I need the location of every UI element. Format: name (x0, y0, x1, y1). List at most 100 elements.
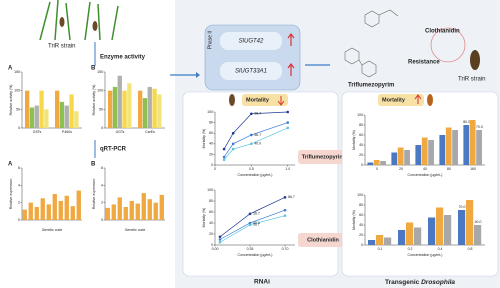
bar (46, 204, 51, 220)
x-tick-label: UGTs (116, 130, 125, 134)
x-tick-label: 80 (447, 167, 451, 171)
insect (229, 94, 235, 106)
y-tick-label: 100 (97, 89, 103, 93)
bar (40, 198, 45, 220)
cycle-ring (430, 27, 466, 63)
bar (64, 195, 69, 220)
y-tick-label: 0 (211, 243, 213, 247)
bar (52, 194, 57, 220)
bar (117, 197, 122, 220)
bar (122, 90, 127, 128)
insecticide-label: Clothianidin (307, 237, 339, 243)
y-tick-label: 60 (209, 210, 213, 214)
bar (147, 86, 152, 128)
y-tick-label: 150 (14, 70, 20, 74)
point (286, 126, 290, 130)
y-axis-label: Relative activity (%) (9, 85, 13, 116)
bar (112, 86, 118, 128)
line (223, 122, 288, 158)
rnai-panel (182, 91, 339, 277)
y-tick-label: 50 (16, 107, 20, 111)
x-tick-label: 0.35 (247, 247, 254, 251)
up-arrow (287, 63, 295, 76)
y-axis-label: Relative activity (%) (92, 85, 96, 116)
y-tick-label: 50 (99, 107, 103, 111)
bar (142, 98, 148, 128)
title-part: Drosophila (421, 279, 455, 286)
bar (129, 200, 134, 220)
x-tick-label: 20 (399, 167, 403, 171)
bar (22, 209, 27, 220)
bar (380, 161, 386, 165)
bar (439, 135, 446, 165)
point (231, 131, 235, 135)
x-tick-label: 0.4 (438, 247, 443, 251)
bar (436, 207, 444, 245)
value-label: 40.0 (254, 142, 261, 146)
y-tick-label: 0 (361, 163, 363, 167)
panel-title: Transgenic Drosophila (385, 279, 455, 286)
bar (25, 90, 30, 128)
y-axis-label: Mortality (%) (202, 129, 206, 149)
point (286, 110, 290, 114)
insecticide-label: Triflumezopyrim (302, 154, 345, 160)
x-tick-label: P450s (62, 130, 72, 134)
insecticide-box (298, 150, 348, 164)
value-label: 70.0 (476, 125, 483, 129)
bar (414, 227, 422, 245)
phase-title: Phase II (207, 31, 213, 49)
compound-label: Clothianidin (425, 29, 460, 35)
y-tick-label: 100 (357, 193, 363, 197)
y-tick-label: 0 (361, 243, 363, 247)
y-tick-label: 40 (359, 143, 363, 147)
y-axis-label: Relative expression (92, 179, 96, 210)
y-tick-label: 6 (18, 166, 20, 170)
bar (452, 130, 458, 165)
point (222, 155, 226, 159)
point (283, 214, 287, 217)
y-tick-label: 20 (359, 233, 363, 237)
y-tick-label: 20 (209, 232, 213, 236)
x-tick-label: 0.00 (212, 247, 219, 251)
y-tick-label: 0 (18, 126, 20, 130)
y-tick-label: 150 (97, 70, 103, 74)
bar (28, 202, 33, 220)
down-arrow (277, 96, 285, 106)
molecule (344, 9, 399, 78)
bar (476, 130, 482, 165)
bar (123, 207, 128, 220)
panel-letter: A (8, 162, 13, 168)
x-tick-label: 0 (376, 167, 378, 171)
y-tick-label: 80 (209, 121, 213, 125)
point (222, 147, 226, 151)
bar (34, 207, 39, 220)
value-label: 86.7 (288, 195, 295, 199)
bar (384, 237, 392, 245)
gene-label: SlUGT42 (239, 39, 264, 45)
insect (92, 21, 98, 31)
y-axis-label: Mortality (%) (202, 208, 206, 228)
bar (157, 94, 162, 128)
insect (59, 17, 65, 27)
strain-label: TriR strain (458, 77, 485, 83)
point (248, 221, 252, 225)
y-tick-label: 2 (18, 201, 20, 205)
value-label: 56.7 (254, 133, 261, 137)
point (283, 208, 287, 212)
y-tick-label: 0 (101, 126, 103, 130)
x-tick-label: 0 (214, 167, 216, 171)
compound-label: Triflumezopyrim (348, 83, 394, 89)
bar (44, 109, 49, 128)
bar (58, 200, 63, 220)
bar (376, 235, 384, 245)
x-axis-label: Concentration (μg/mL) (408, 173, 443, 177)
bar (469, 120, 476, 165)
y-tick-label: 60 (209, 131, 213, 135)
y-tick-label: 100 (207, 188, 213, 192)
value-label: 40.0 (475, 220, 482, 224)
value-label: 56.7 (253, 212, 260, 216)
value-label: 80.0 (463, 120, 470, 124)
tag (242, 94, 288, 106)
